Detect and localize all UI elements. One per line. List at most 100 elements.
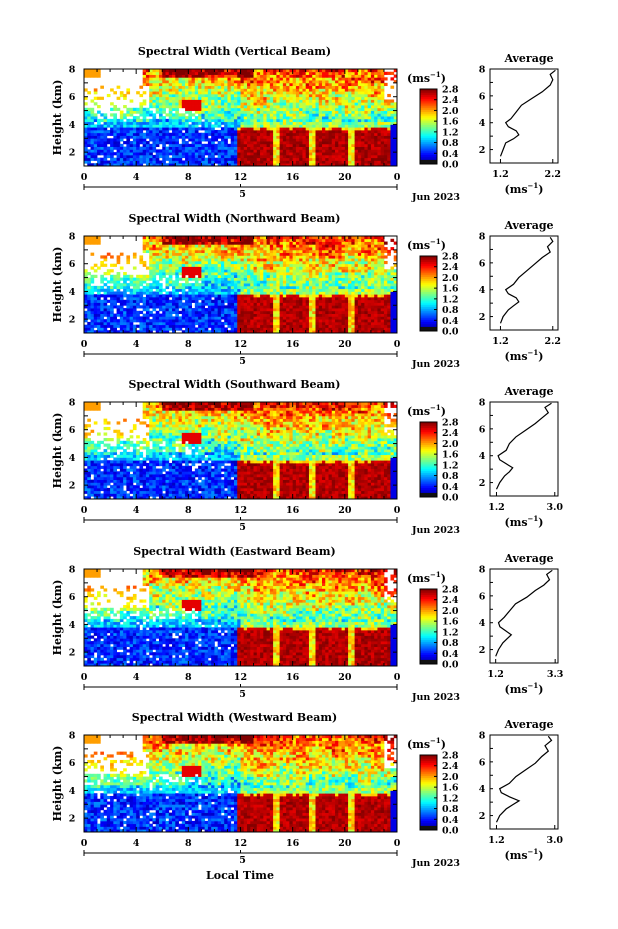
heatmap-cell (312, 71, 316, 75)
heatmap-cell (370, 80, 375, 84)
heatmap-cell (149, 258, 153, 262)
heatmap-cell (217, 102, 222, 106)
heatmap-cell (142, 305, 147, 309)
x-tick-label: 16 (286, 172, 300, 183)
average-x-label-close: ) (538, 183, 543, 196)
heatmap-cell (217, 163, 222, 167)
heatmap-cell (145, 324, 150, 328)
heatmap-cell (247, 313, 251, 317)
heatmap-cell (243, 146, 248, 150)
heatmap-cell (201, 116, 206, 120)
heatmap-cell (266, 88, 271, 92)
heatmap-cell (191, 249, 196, 254)
heatmap-cell (250, 96, 254, 100)
heatmap-cell (331, 82, 336, 87)
heatmap-cell (87, 69, 91, 73)
heatmap-cell (230, 118, 235, 123)
heatmap-cell (325, 141, 329, 145)
heatmap-cell (377, 77, 382, 81)
heatmap-cell (230, 319, 235, 323)
heatmap-cell (198, 96, 202, 100)
heatmap-cell (211, 302, 215, 306)
heatmap-cell (308, 96, 313, 100)
heatmap-cell (97, 69, 101, 73)
heatmap-cell (87, 302, 91, 306)
heatmap-cell (110, 102, 114, 106)
heatmap-cell (123, 96, 127, 100)
heatmap-cell (158, 105, 163, 109)
heatmap-cell (279, 244, 284, 248)
heatmap-cell (220, 299, 225, 303)
heatmap-cell (263, 163, 267, 167)
heatmap-cell (335, 91, 339, 95)
heatmap-cell (162, 110, 166, 114)
heatmap-cell (136, 285, 140, 290)
heatmap-cell (188, 236, 192, 240)
heatmap-cell (136, 91, 140, 95)
heatmap-cell (263, 296, 267, 301)
heatmap-cell (266, 102, 271, 106)
heatmap-cell (129, 135, 134, 139)
heatmap-cell (263, 138, 267, 142)
heatmap-cell (211, 152, 215, 156)
heatmap-cell (263, 160, 267, 164)
heatmap-cell (181, 247, 186, 251)
heatmap-cell (292, 149, 297, 153)
heatmap-cell (113, 302, 118, 306)
heatmap-cell (181, 294, 186, 298)
heatmap-cell (367, 82, 372, 87)
heatmap-cell (185, 255, 189, 259)
heatmap-cell (341, 85, 346, 89)
heatmap-cell (191, 91, 196, 95)
heatmap-cell (331, 163, 336, 167)
heatmap-cell (387, 110, 391, 114)
heatmap-cell (253, 160, 258, 164)
heatmap-cell (364, 102, 369, 106)
heatmap-cell (84, 330, 88, 334)
heatmap-cell (217, 269, 222, 273)
heatmap-cell (181, 324, 186, 328)
heatmap-cell (256, 302, 261, 306)
heatmap-cell (106, 118, 111, 123)
heatmap-cell (247, 296, 251, 301)
heatmap-cell (224, 93, 228, 98)
heatmap-cell (256, 129, 261, 134)
heatmap-cell (149, 321, 153, 326)
heatmap-cell (201, 296, 206, 301)
heatmap-cell (214, 143, 219, 147)
heatmap-cell (194, 74, 199, 78)
heatmap-cell (380, 152, 385, 156)
heatmap-cell (263, 127, 267, 131)
heatmap-cell (250, 74, 254, 78)
heatmap-cell (276, 258, 281, 262)
heatmap-cell (165, 105, 170, 109)
heatmap-cell (145, 141, 150, 145)
heatmap-cell (237, 157, 241, 161)
average-y-tick-label: 8 (479, 65, 486, 76)
heatmap-cell (344, 96, 349, 100)
heatmap-cell (162, 244, 166, 248)
heatmap-cell (344, 74, 349, 78)
heatmap-cell (194, 141, 199, 145)
heatmap-cell (354, 127, 359, 131)
heatmap-cell (328, 96, 333, 100)
heatmap-cell (168, 146, 173, 150)
heatmap-cell (188, 283, 192, 287)
heatmap-cell (224, 121, 228, 125)
heatmap-cell (142, 316, 147, 320)
heatmap-cell (351, 107, 356, 111)
heatmap-cell (282, 160, 287, 164)
heatmap-cell (152, 82, 157, 87)
heatmap-cell (116, 135, 121, 139)
heatmap-cell (282, 110, 287, 114)
heatmap-cell (90, 107, 95, 111)
heatmap-cell (253, 274, 258, 278)
heatmap-cell (188, 118, 192, 123)
heatmap-cell (139, 124, 144, 128)
heatmap-cell (168, 77, 173, 81)
heatmap-cell (243, 260, 248, 265)
heatmap-cell (266, 327, 271, 331)
heatmap-cell (237, 143, 241, 147)
heatmap-cell (220, 135, 225, 139)
heatmap-cell (175, 266, 179, 270)
